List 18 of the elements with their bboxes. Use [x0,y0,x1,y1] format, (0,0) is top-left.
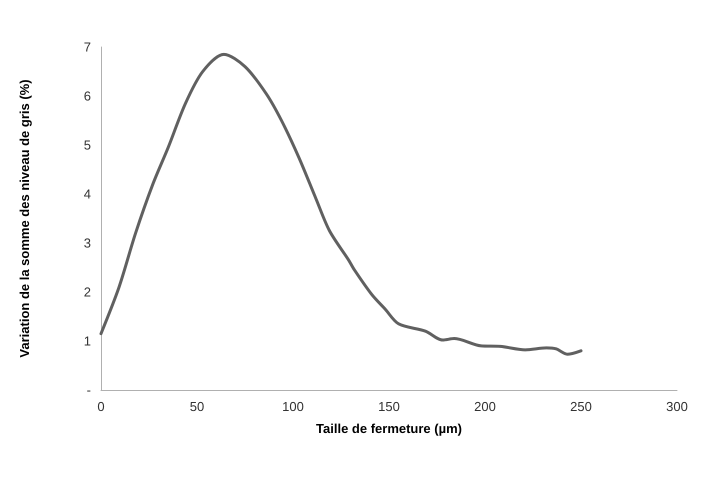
x-axis-title: Taille de fermeture (µm) [316,421,462,436]
y-tick-label: 5 [84,138,91,152]
y-tick-label: 3 [84,236,91,250]
line-series [100,52,582,356]
x-tick-label: 50 [190,399,204,414]
y-tick-label: 2 [84,284,91,300]
x-tick-label: 150 [378,399,400,414]
y-tick-label: 7 [84,40,91,54]
x-tick-label: 200 [474,399,496,414]
y-tick-label: 1 [84,334,91,348]
y-tick-label: 6 [84,88,91,104]
x-tick-label: 0 [97,399,105,414]
y-tick-label: 4 [84,186,91,202]
x-tick-label: 100 [282,399,304,414]
x-tick-label: 250 [570,399,592,414]
x-tick-label: 300 [666,399,688,414]
y-tick-label: - [86,382,91,398]
y-axis-title: Variation de la somme des niveau de gris (%) [17,79,32,358]
